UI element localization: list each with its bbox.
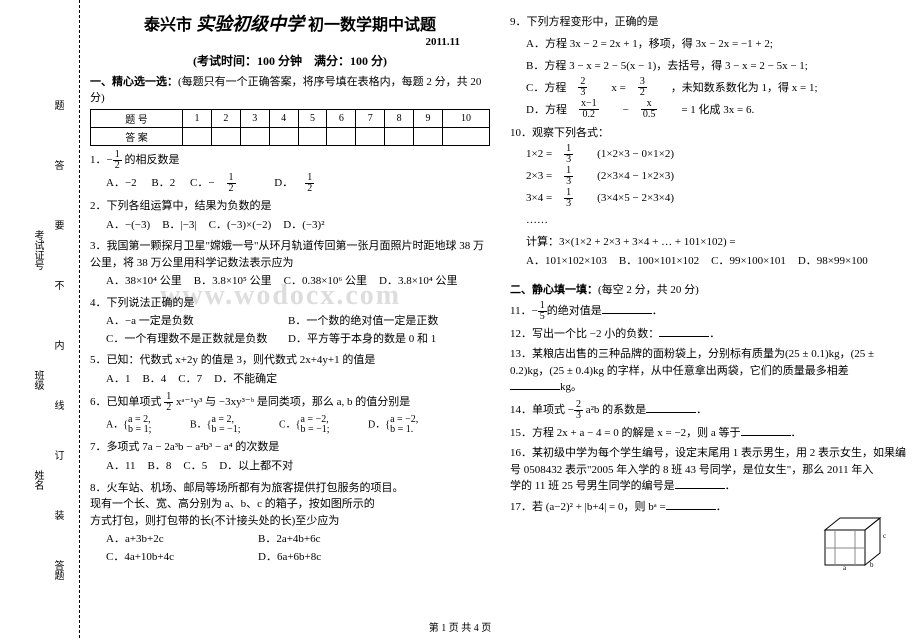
label-exam-id: 考试证号 xyxy=(30,230,45,270)
q8: 8．火车站、机场、邮局等场所都有为旅客提供打包服务的项目。 现有一个长、宽、高分… xyxy=(90,480,490,530)
svg-text:c: c xyxy=(883,532,886,540)
city: 泰兴市 xyxy=(144,17,192,34)
table-row: 答 案 xyxy=(91,128,490,146)
q4-opts: A．−a 一定是负数B．一个数的绝对值一定是正数 C．一个有理数不是正数就是负数… xyxy=(90,313,490,348)
q10-opts: A．101×102×103B．100×101×102C．99×100×101D．… xyxy=(510,253,910,271)
marker-3: 线 xyxy=(50,400,65,410)
q10-eqs: 1×2 = 13(1×2×3 − 0×1×2) 2×3 = 13(2×3×4 −… xyxy=(510,143,910,253)
q10: 10．观察下列各式： xyxy=(510,125,910,142)
q3: 3．我国第一颗探月卫星"嫦娥一号"从环月轨道传回第一张月面照片时距地球 38 万… xyxy=(90,238,490,271)
section2-title: 二、静心填一填：(每空 2 分，共 20 分) xyxy=(510,281,910,297)
q5-opts: A．1B．4C．7D．不能确定 xyxy=(90,371,490,389)
exam-date: 2011.11 xyxy=(90,36,490,48)
q5: 5．已知：代数式 x+2y 的值是 3，则代数式 2x+4y+1 的值是 xyxy=(90,352,490,369)
q16: 16．某初级中学为每个学生编号，设定末尾用 1 表示男生，用 2 表示女生，如果… xyxy=(510,445,910,495)
q1: 1．−12 的相反数是 xyxy=(90,150,490,171)
label-name: 姓名 xyxy=(30,470,45,490)
q9-opts: A．方程 3x − 2 = 2x + 1，移项，得 3x − 2x = −1 +… xyxy=(510,33,910,121)
q11: 11．−15的绝对值是． xyxy=(510,301,910,322)
page-content: 泰兴市 实验初级中学 初一数学期中试题 2011.11 (考试时间：100 分钟… xyxy=(90,10,910,566)
marker-4: 内 xyxy=(50,340,65,350)
q8-opts: A．a+3b+2cB．2a+4b+6c C．4a+10b+4cD．6a+6b+8… xyxy=(90,531,490,566)
exam-timing: (考试时间：100 分钟 满分：100 分) xyxy=(90,52,490,69)
q14: 14．单项式 −23 a²b 的系数是． xyxy=(510,400,910,421)
marker-2: 订 xyxy=(50,450,65,460)
marker-5: 不 xyxy=(50,280,65,290)
label-class: 班级 xyxy=(30,370,45,390)
marker-1: 装 xyxy=(50,510,65,520)
marker-6: 要 xyxy=(50,220,65,230)
binding-margin: 姓名 班级 考试证号 答题 装 订 线 内 不 要 答 题 xyxy=(0,0,80,638)
q13: 13．某粮店出售的三种品牌的面粉袋上，分别标有质量为(25 ± 0.1)kg，(… xyxy=(510,346,910,396)
exam-title: 泰兴市 实验初级中学 初一数学期中试题 xyxy=(90,10,490,36)
q7: 7．多项式 7a − 2a³b − a²b³ − a⁴ 的次数是 xyxy=(90,439,490,456)
table-row: 题 号 1 2 3 4 5 6 7 8 9 10 xyxy=(91,110,490,128)
q6-opts: A．{a = 2,b = 1; B．{a = 2,b = −1; C．{a = … xyxy=(90,415,490,435)
subject: 初一数学期中试题 xyxy=(308,17,436,34)
school: 实验初级中学 xyxy=(196,14,304,34)
q3-opts: A．38×10⁴ 公里B．3.8×10⁵ 公里C．0.38×10⁶ 公里D．3.… xyxy=(90,273,490,291)
answer-table: 题 号 1 2 3 4 5 6 7 8 9 10 答 案 xyxy=(90,109,490,146)
q2: 2．下列各组运算中，结果为负数的是 xyxy=(90,198,490,215)
section1-title: 一、精心选一选：(每题只有一个正确答案，将序号填在表格内，每题 2 分，共 20… xyxy=(90,73,490,105)
q2-opts: A．−(−3)B．|−3|C．(−3)×(−2)D．(−3)² xyxy=(90,217,490,235)
right-column: 9．下列方程变形中，正确的是 A．方程 3x − 2 = 2x + 1，移项，得… xyxy=(510,10,910,566)
q4: 4．下列说法正确的是 xyxy=(90,295,490,312)
q1-opts: A．−2 B．2 C．−12 D．12 xyxy=(90,173,490,194)
q12: 12．写出一个比 −2 小的负数：． xyxy=(510,326,910,343)
q9: 9．下列方程变形中，正确的是 xyxy=(510,14,910,31)
marker-0: 答题 xyxy=(50,560,65,580)
q6: 6．已知单项式 12 xᵃ⁻¹y³ 与 −3xy³⁻ᵇ 是同类项，那么 a, b… xyxy=(90,392,490,413)
q7-opts: A．11B．8C．5D．以上都不对 xyxy=(90,458,490,476)
marker-8: 题 xyxy=(50,100,65,110)
box-diagram: a b c xyxy=(820,510,890,570)
marker-7: 答 xyxy=(50,160,65,170)
page-footer: 第 1 页 共 4 页 xyxy=(0,619,920,634)
left-column: 泰兴市 实验初级中学 初一数学期中试题 2011.11 (考试时间：100 分钟… xyxy=(90,10,490,566)
q15: 15．方程 2x + a − 4 = 0 的解是 x = −2，则 a 等于． xyxy=(510,425,910,442)
svg-text:b: b xyxy=(870,561,874,569)
